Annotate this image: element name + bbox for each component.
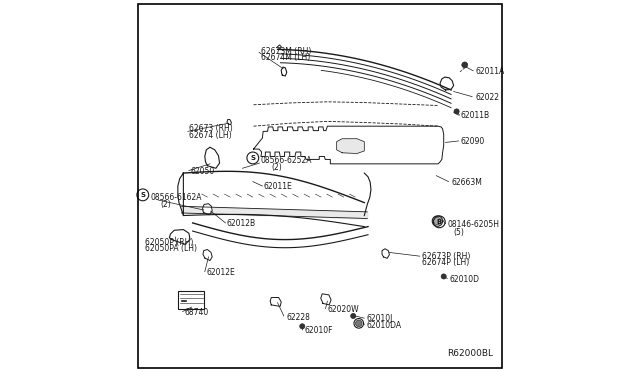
- Text: 62663M: 62663M: [451, 178, 482, 187]
- Circle shape: [351, 313, 356, 318]
- Polygon shape: [205, 147, 220, 168]
- Text: 62674 (LH): 62674 (LH): [189, 131, 232, 140]
- Polygon shape: [382, 249, 389, 259]
- Text: 62011B: 62011B: [460, 111, 490, 121]
- Circle shape: [300, 324, 305, 329]
- Text: 68740: 68740: [184, 308, 209, 317]
- Text: 62050PA (LH): 62050PA (LH): [145, 244, 196, 253]
- Text: 62011E: 62011E: [264, 182, 292, 191]
- Text: 08566-6162A: 08566-6162A: [151, 193, 202, 202]
- Bar: [178, 291, 204, 309]
- Text: 62673M (RH): 62673M (RH): [261, 47, 311, 56]
- Text: 62010J: 62010J: [366, 314, 392, 323]
- Text: 08566-6252A: 08566-6252A: [261, 156, 312, 166]
- Text: (2): (2): [271, 163, 282, 172]
- Text: 08146-6205H: 08146-6205H: [447, 220, 499, 229]
- Text: S: S: [140, 192, 145, 198]
- Polygon shape: [203, 250, 212, 260]
- Text: 62020W: 62020W: [328, 305, 359, 314]
- Polygon shape: [321, 294, 331, 305]
- Polygon shape: [281, 67, 287, 76]
- Text: 62050: 62050: [190, 167, 214, 176]
- Text: 62022: 62022: [475, 93, 499, 102]
- Text: B: B: [436, 219, 442, 225]
- Polygon shape: [203, 204, 212, 215]
- Text: 62011A: 62011A: [475, 67, 504, 76]
- Text: 62010F: 62010F: [305, 326, 333, 335]
- Text: 62012B: 62012B: [227, 219, 256, 228]
- Text: (5): (5): [454, 228, 465, 237]
- Circle shape: [355, 320, 362, 327]
- Text: 62012E: 62012E: [206, 268, 235, 277]
- Circle shape: [454, 109, 459, 114]
- Polygon shape: [270, 298, 281, 307]
- Text: 62674P (LH): 62674P (LH): [422, 258, 468, 267]
- Polygon shape: [337, 139, 364, 154]
- Text: R62000BL: R62000BL: [447, 349, 493, 358]
- Text: 62090: 62090: [460, 137, 484, 146]
- Text: 62674M (LH): 62674M (LH): [261, 53, 310, 62]
- Polygon shape: [170, 230, 190, 244]
- Text: 62010DA: 62010DA: [366, 321, 401, 330]
- Text: 62228: 62228: [286, 312, 310, 321]
- Text: S: S: [250, 155, 255, 161]
- Text: 62050P (RH): 62050P (RH): [145, 238, 193, 247]
- Text: 62673P (RH): 62673P (RH): [422, 251, 470, 261]
- Circle shape: [462, 62, 468, 68]
- Polygon shape: [227, 119, 232, 125]
- Circle shape: [441, 274, 446, 279]
- Circle shape: [434, 217, 441, 225]
- Text: (2): (2): [161, 200, 172, 209]
- Polygon shape: [253, 126, 444, 164]
- Polygon shape: [440, 77, 454, 90]
- Text: 62673 (RH): 62673 (RH): [189, 124, 233, 133]
- Text: 62010D: 62010D: [449, 275, 479, 283]
